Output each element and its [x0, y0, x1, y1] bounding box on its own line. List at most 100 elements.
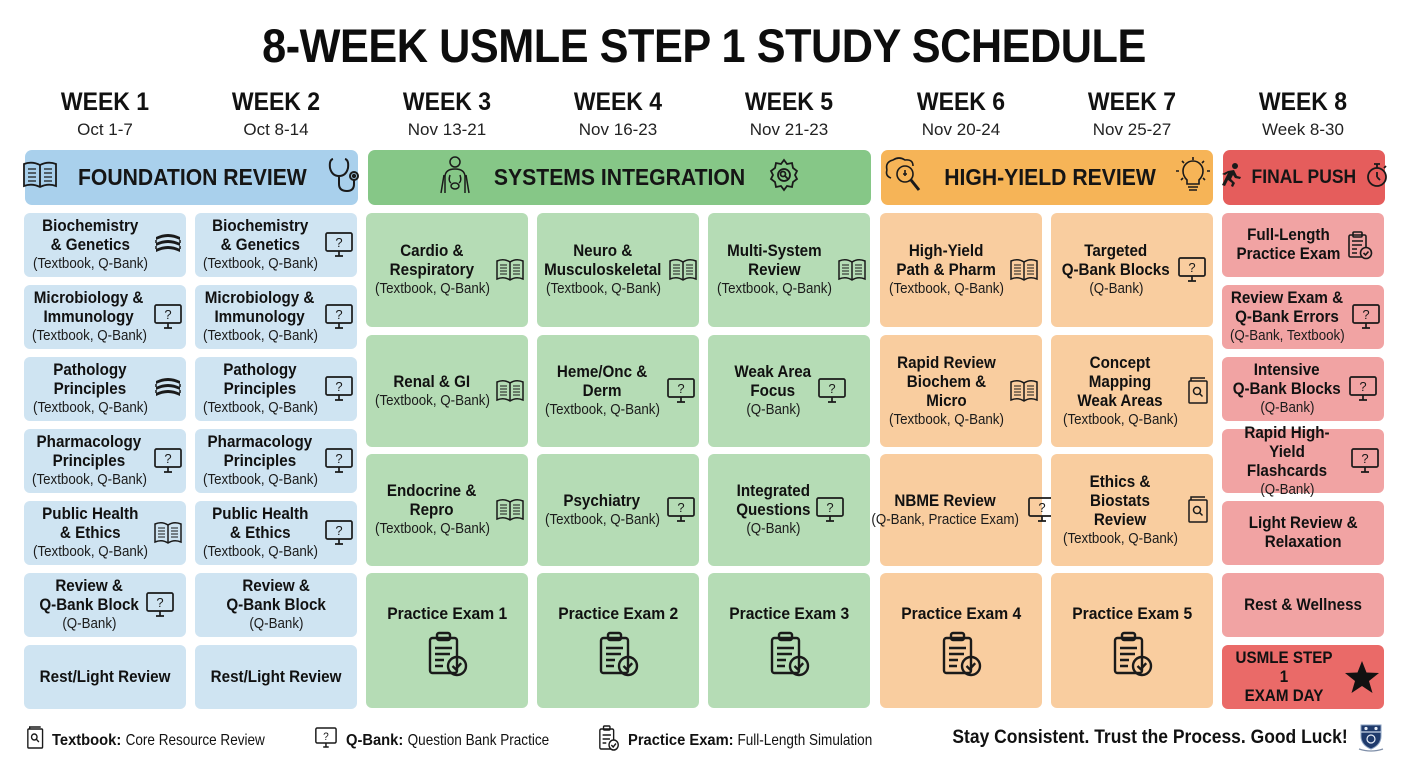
schedule-card: Rapid Review Biochem & Micro (Textbook, Q… — [880, 335, 1042, 447]
card-title: Concept Mapping Weak Areas — [1077, 353, 1163, 410]
clipboard-check-icon — [940, 631, 984, 677]
week-label: WEEK 8 — [1258, 88, 1348, 116]
card-resources: (Textbook, Q-Bank) — [544, 402, 660, 418]
open-book-icon — [496, 258, 525, 282]
open-book-icon — [1010, 379, 1039, 403]
schedule-card: Public Health & Ethics (Textbook, Q-Bank)… — [195, 501, 357, 565]
card-title: Biochemistry & Genetics — [211, 217, 309, 254]
svg-text:?: ? — [336, 307, 343, 322]
open-book-icon — [496, 379, 525, 403]
qbank-icon: ? — [153, 303, 183, 331]
schedule-card: Rapid High-Yield Flashcards (Q-Bank)? — [1222, 424, 1384, 498]
star-icon — [1344, 660, 1380, 694]
week-dates: Week 8-30 — [1262, 120, 1344, 139]
phase-label: SYSTEMS INTEGRATION — [493, 164, 746, 190]
week-column-4: Neuro & Musculoskeletal (Textbook, Q-Bank… — [537, 213, 699, 708]
qbank-icon: ? — [817, 377, 847, 405]
clipboard-check-icon — [426, 631, 470, 677]
schedule-card: Endocrine & Repro (Textbook, Q-Bank) — [366, 454, 528, 566]
schedule-card: Pharmacology Principles (Textbook, Q-Bank… — [24, 429, 186, 493]
practice-exam-icon — [598, 725, 620, 756]
card-title: Review & Q-Bank Block — [39, 577, 139, 614]
brain-magnifier-icon — [883, 156, 925, 200]
schedule-card: Biochemistry & Genetics (Textbook, Q-Bank… — [24, 213, 186, 277]
card-title: Pathology Principles — [223, 361, 297, 398]
phase-systems-integration: SYSTEMS INTEGRATION — [368, 150, 871, 205]
schedule-card: Cardio & Respiratory (Textbook, Q-Bank) — [366, 213, 528, 327]
card-title: Public Health & Ethics — [41, 505, 139, 542]
svg-text:?: ? — [1363, 307, 1370, 322]
qbank-icon: ? — [324, 447, 354, 475]
card-title: Practice Exam 1 — [386, 604, 507, 623]
schedule-card: Rest/Light Review — [24, 645, 186, 709]
card-resources: (Textbook, Q-Bank) — [545, 281, 661, 297]
svg-text:?: ? — [323, 731, 329, 743]
schedule-card: Integrated Questions (Q-Bank)? — [708, 454, 870, 566]
card-title: Renal & GI — [393, 372, 471, 391]
schedule-card: Public Health & Ethics (Textbook, Q-Bank) — [24, 501, 186, 565]
open-book-icon — [496, 498, 525, 522]
card-title: Rest & Wellness — [1244, 595, 1362, 614]
qbank-icon: ? — [324, 375, 354, 403]
svg-text:?: ? — [336, 379, 343, 394]
schedule-card: Rest/Light Review — [195, 645, 357, 709]
card-resources: (Q-Bank) — [61, 616, 117, 632]
svg-text:?: ? — [156, 595, 163, 610]
schedule-card: Weak Area Focus (Q-Bank)? — [708, 335, 870, 447]
stopwatch-icon — [1365, 162, 1389, 194]
card-title: Weak Area Focus — [734, 363, 812, 400]
card-title: Review Exam & Q-Bank Errors — [1230, 289, 1344, 326]
schedule-card: High-Yield Path & Pharm (Textbook, Q-Bank… — [880, 213, 1042, 327]
card-resources: (Textbook, Q-Bank) — [31, 328, 147, 344]
qbank-icon: ? — [145, 591, 175, 619]
week-dates: Nov 16-23 — [578, 120, 658, 139]
schedule-card: Targeted Q-Bank Blocks (Q-Bank)? — [1051, 213, 1213, 327]
week-header-4: WEEK 4 Nov 16-23 — [533, 88, 703, 140]
card-resources: (Q-Bank, Practice Exam) — [871, 511, 1019, 528]
card-title: Practice Exam 4 — [900, 604, 1021, 623]
clipboard-check-icon — [1346, 230, 1374, 260]
qbank-icon: ? — [1351, 303, 1381, 331]
phase-label: FINAL PUSH — [1251, 166, 1357, 188]
card-title: Practice Exam 2 — [557, 604, 678, 623]
card-resources: (Textbook, Q-Bank) — [374, 281, 490, 297]
week-label: WEEK 7 — [1087, 88, 1177, 116]
books-stack-icon — [154, 376, 182, 402]
card-resources: (Textbook, Q-Bank) — [888, 281, 1004, 297]
schedule-card: Rest & Wellness — [1222, 573, 1384, 637]
card-resources: (Textbook, Q-Bank) — [374, 521, 490, 537]
card-resources: (Q-Bank) — [1259, 400, 1315, 416]
card-title: Practice Exam 3 — [728, 604, 849, 623]
card-title: Rapid Review Biochem & Micro — [896, 353, 996, 410]
schedule-card: Concept Mapping Weak Areas (Textbook, Q-B… — [1051, 335, 1213, 447]
card-resources: (Textbook, Q-Bank) — [1062, 530, 1178, 547]
card-title: Endocrine & Repro — [387, 482, 477, 519]
week-dates: Nov 21-23 — [749, 120, 829, 139]
lightbulb-icon — [1175, 156, 1211, 200]
schedule-card: Review & Q-Bank Block (Q-Bank) — [195, 573, 357, 637]
qbank-icon: ? — [1177, 256, 1207, 284]
week-label: WEEK 3 — [402, 88, 492, 116]
svg-text:?: ? — [336, 235, 343, 250]
human-body-icon — [437, 155, 473, 201]
week-column-6: High-Yield Path & Pharm (Textbook, Q-Bank… — [871, 213, 1057, 708]
phase-high-yield-review: HIGH-YIELD REVIEW — [881, 150, 1213, 205]
card-resources: (Textbook, Q-Bank) — [32, 544, 148, 560]
svg-text:?: ? — [1188, 260, 1195, 275]
week-column-3: Cardio & Respiratory (Textbook, Q-Bank) Re… — [366, 213, 528, 708]
svg-text:?: ? — [1359, 379, 1366, 394]
qbank-icon: ? — [314, 726, 338, 755]
week-header-5: WEEK 5 Nov 21-23 — [704, 88, 874, 140]
week-dates: Nov 13-21 — [407, 120, 487, 139]
schedule-card: Practice Exam 5 — [1051, 573, 1213, 708]
card-resources: (Q-Bank, Textbook) — [1229, 328, 1345, 344]
card-title: Integrated Questions — [735, 482, 811, 519]
footer-motto: Stay Consistent. Trust the Process. Good… — [952, 727, 1348, 748]
legend-textbook: Textbook: Core Resource Review — [26, 726, 296, 755]
week-dates: Oct 1-7 — [77, 120, 133, 139]
schedule-card: Neuro & Musculoskeletal (Textbook, Q-Bank… — [537, 213, 699, 327]
card-resources: (Q-Bank) — [745, 402, 801, 418]
page-title: 8-WEEK USMLE STEP 1 STUDY SCHEDULE — [262, 19, 1146, 72]
svg-text:?: ? — [678, 500, 685, 515]
phase-final-push: FINAL PUSH — [1222, 150, 1387, 205]
